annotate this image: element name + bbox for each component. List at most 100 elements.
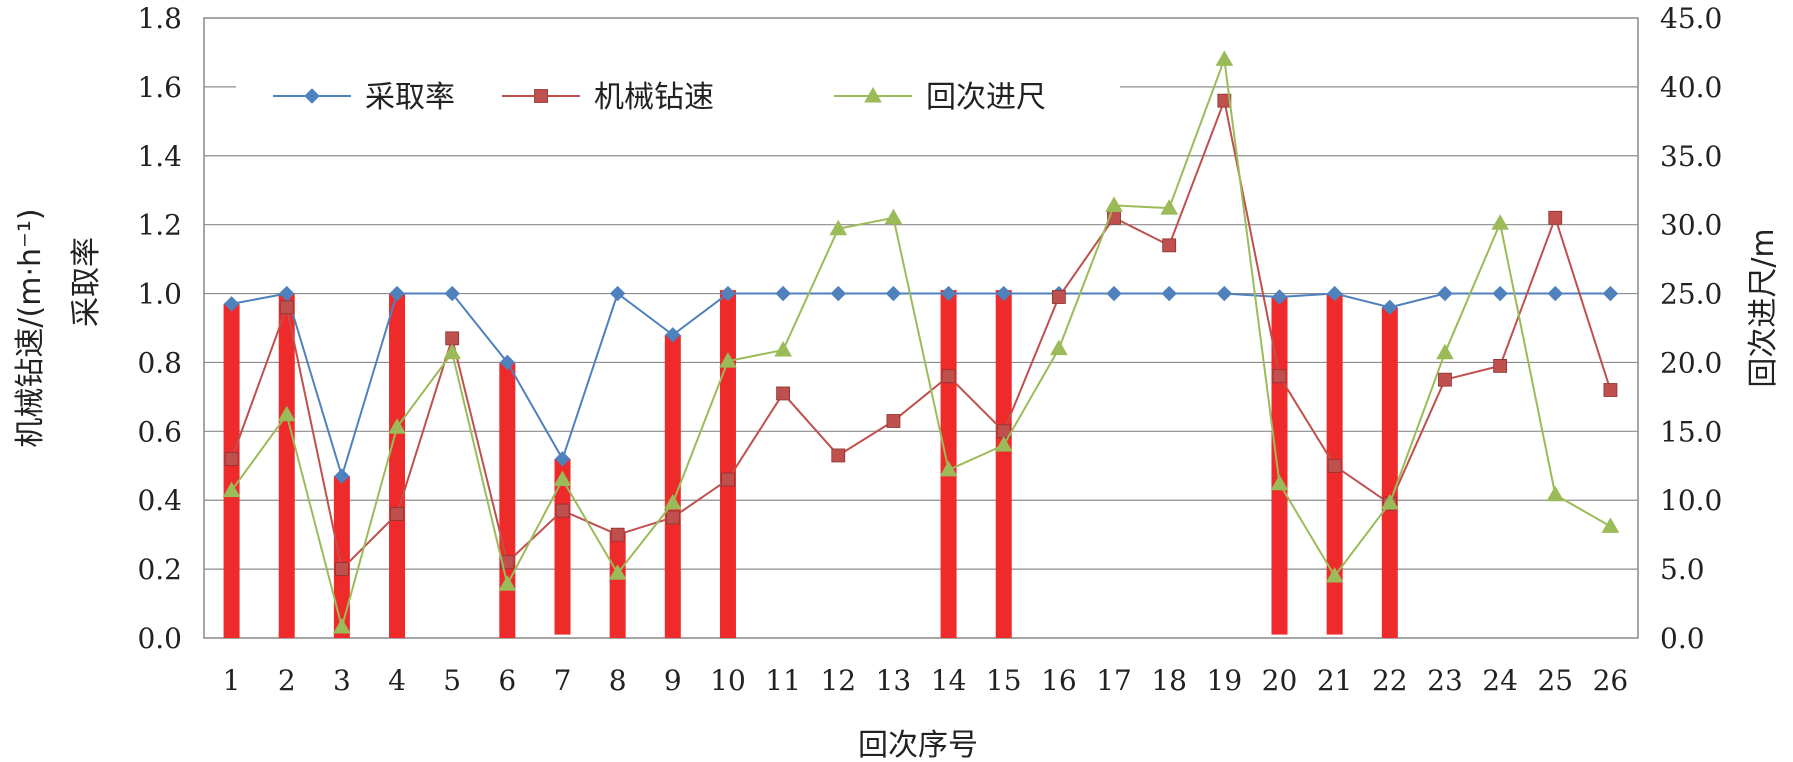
highlight-bar [609, 531, 626, 638]
data-point [719, 352, 737, 368]
x-tick-label: 20 [1262, 664, 1298, 697]
y-left-tick-label: 0.6 [137, 415, 182, 448]
data-point [1437, 285, 1453, 302]
data-point [499, 354, 516, 371]
data-point [1327, 458, 1342, 473]
y-right-tick-label: 15.0 [1660, 415, 1722, 448]
data-point [224, 451, 239, 466]
data-point [665, 327, 681, 343]
data-point [1492, 285, 1508, 302]
highlight-bar [389, 293, 406, 638]
data-point [1548, 210, 1563, 225]
x-tick-label: 18 [1151, 664, 1187, 697]
data-point [1050, 339, 1068, 356]
data-point [721, 472, 735, 487]
highlight-bar [1381, 307, 1398, 638]
highlight-bar [333, 476, 350, 638]
legend-marker [534, 89, 548, 103]
data-point [941, 369, 956, 384]
series-line [231, 291, 1611, 480]
data-point [1051, 290, 1066, 304]
data-point [884, 208, 903, 225]
data-point [996, 285, 1012, 302]
data-point [444, 285, 460, 302]
data-point [554, 451, 571, 467]
data-point [445, 331, 460, 346]
data-point [334, 468, 350, 484]
data-point [1380, 493, 1399, 510]
data-point [608, 564, 627, 580]
y-left-tick-label: 0.4 [137, 484, 182, 517]
data-point [277, 405, 296, 422]
y-left-tick-label: 1.0 [137, 278, 182, 311]
legend-label: 采取率 [365, 80, 455, 115]
data-point [1382, 299, 1398, 316]
y-left-tick-label: 1.8 [137, 2, 182, 35]
data-point [610, 527, 625, 542]
legend-item: 回次进尺 [834, 80, 1046, 115]
highlight-bars [223, 290, 1398, 638]
x-tick-label: 1 [223, 664, 241, 697]
legend-label: 机械钻速 [594, 80, 714, 115]
data-point [1161, 285, 1177, 302]
data-point [1601, 517, 1620, 533]
data-point [1546, 485, 1565, 502]
data-point [334, 562, 349, 577]
y-left-axis-subtitle: 采取率 [69, 237, 104, 327]
y-left-tick-label: 0.2 [137, 553, 182, 586]
data-point [390, 507, 404, 521]
x-tick-label: 8 [609, 664, 627, 697]
data-point [1106, 285, 1122, 302]
data-point [1325, 566, 1344, 583]
data-point [500, 555, 515, 570]
legend-marker [864, 86, 882, 103]
highlight-bar [554, 458, 571, 635]
x-tick-label: 22 [1372, 664, 1408, 697]
data-point [1160, 199, 1179, 215]
data-point [1491, 214, 1509, 230]
data-point [1271, 289, 1288, 305]
legend-background [236, 68, 1120, 124]
x-tick-label: 12 [820, 664, 856, 697]
x-tick-label: 5 [443, 664, 461, 697]
data-point [940, 285, 957, 302]
series-3 [222, 50, 1620, 634]
data-point [1603, 383, 1618, 397]
data-point [1272, 369, 1287, 384]
data-point [1216, 285, 1233, 302]
data-point [1438, 372, 1452, 387]
x-axis-title: 回次序号 [858, 728, 978, 762]
data-point [1493, 358, 1508, 373]
legend: 采取率 机械钻速 回次进尺 [236, 68, 1120, 124]
highlight-bar [719, 290, 736, 638]
x-tick-label: 26 [1593, 664, 1629, 697]
highlight-bar [664, 334, 681, 638]
tick-labels: 0.0 0.2 0.4 0.6 0.8 1.0 1.2 1.4 1.6 1.8 0.0 5.0 10.0… [137, 2, 1722, 697]
data-point [1162, 238, 1177, 253]
highlight-bar [499, 362, 516, 638]
y-left-tick-label: 1.6 [137, 71, 182, 104]
data-point [1217, 93, 1232, 108]
y-right-tick-label: 45.0 [1660, 2, 1722, 35]
y-right-tick-label: 35.0 [1660, 140, 1722, 173]
data-point [831, 448, 846, 463]
data-point [1105, 196, 1123, 212]
data-point [830, 285, 846, 302]
data-point [553, 470, 572, 487]
x-tick-label: 2 [278, 664, 296, 697]
y-right-tick-label: 5.0 [1660, 553, 1705, 586]
x-tick-label: 4 [388, 664, 406, 697]
data-point [720, 285, 736, 302]
data-point [1215, 50, 1234, 66]
y-left-tick-label: 0.8 [137, 346, 182, 379]
x-tick-label: 14 [931, 664, 967, 697]
y-right-tick-label: 0.0 [1660, 622, 1705, 655]
data-point [775, 285, 791, 302]
y-left-tick-label: 1.4 [137, 140, 182, 173]
data-point [333, 617, 351, 634]
data-point [498, 575, 517, 591]
highlight-bar [223, 303, 240, 638]
legend-item: 机械钻速 [502, 80, 714, 115]
y-right-tick-label: 30.0 [1660, 209, 1722, 242]
